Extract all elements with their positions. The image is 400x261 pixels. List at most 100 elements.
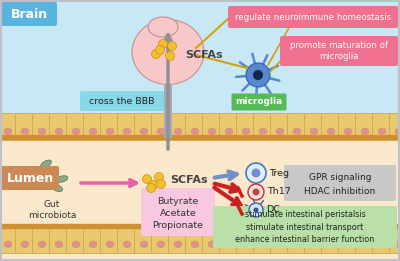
FancyBboxPatch shape <box>0 227 18 253</box>
FancyBboxPatch shape <box>372 114 392 140</box>
FancyBboxPatch shape <box>220 227 238 253</box>
Circle shape <box>156 180 166 188</box>
FancyBboxPatch shape <box>304 227 324 253</box>
Ellipse shape <box>38 128 46 135</box>
Circle shape <box>152 50 160 58</box>
Ellipse shape <box>327 128 335 135</box>
Ellipse shape <box>361 241 369 248</box>
Ellipse shape <box>132 20 204 85</box>
Ellipse shape <box>38 241 46 248</box>
Text: GPR signaling: GPR signaling <box>309 174 371 182</box>
Text: Treg: Treg <box>269 169 289 177</box>
FancyBboxPatch shape <box>141 188 215 236</box>
Circle shape <box>249 203 263 217</box>
Ellipse shape <box>157 241 165 248</box>
Ellipse shape <box>310 128 318 135</box>
Ellipse shape <box>344 128 352 135</box>
FancyBboxPatch shape <box>338 114 358 140</box>
Ellipse shape <box>242 241 250 248</box>
Text: Butyrate: Butyrate <box>157 198 199 206</box>
FancyBboxPatch shape <box>32 227 52 253</box>
FancyBboxPatch shape <box>280 36 398 66</box>
Ellipse shape <box>293 128 301 135</box>
FancyBboxPatch shape <box>66 114 86 140</box>
Ellipse shape <box>225 241 233 248</box>
Ellipse shape <box>378 128 386 135</box>
Circle shape <box>166 51 174 61</box>
FancyBboxPatch shape <box>0 114 18 140</box>
FancyBboxPatch shape <box>50 227 68 253</box>
FancyBboxPatch shape <box>254 114 272 140</box>
Text: Brain: Brain <box>10 8 48 21</box>
FancyBboxPatch shape <box>288 114 306 140</box>
Ellipse shape <box>276 241 284 248</box>
FancyBboxPatch shape <box>186 114 204 140</box>
Ellipse shape <box>191 128 199 135</box>
FancyBboxPatch shape <box>356 114 374 140</box>
FancyBboxPatch shape <box>100 227 120 253</box>
Ellipse shape <box>123 128 131 135</box>
FancyBboxPatch shape <box>202 227 222 253</box>
FancyBboxPatch shape <box>270 227 290 253</box>
FancyBboxPatch shape <box>202 114 222 140</box>
FancyBboxPatch shape <box>164 80 172 138</box>
Text: HDAC inhibition: HDAC inhibition <box>304 187 376 195</box>
Ellipse shape <box>4 128 12 135</box>
Circle shape <box>148 181 158 189</box>
Ellipse shape <box>395 241 400 248</box>
Ellipse shape <box>361 128 369 135</box>
Ellipse shape <box>208 128 216 135</box>
FancyBboxPatch shape <box>390 114 400 140</box>
FancyBboxPatch shape <box>356 227 374 253</box>
FancyBboxPatch shape <box>66 227 86 253</box>
FancyBboxPatch shape <box>213 206 397 248</box>
Ellipse shape <box>123 241 131 248</box>
FancyBboxPatch shape <box>322 114 340 140</box>
Text: SCFAs: SCFAs <box>170 175 208 185</box>
FancyBboxPatch shape <box>220 114 238 140</box>
FancyBboxPatch shape <box>152 114 170 140</box>
Ellipse shape <box>157 128 165 135</box>
Ellipse shape <box>259 241 267 248</box>
Ellipse shape <box>140 241 148 248</box>
Ellipse shape <box>327 241 335 248</box>
FancyBboxPatch shape <box>186 227 204 253</box>
Text: SCFAs: SCFAs <box>185 50 223 60</box>
FancyBboxPatch shape <box>134 114 154 140</box>
FancyBboxPatch shape <box>322 227 340 253</box>
Text: cross the BBB: cross the BBB <box>89 97 155 105</box>
Ellipse shape <box>21 241 29 248</box>
FancyBboxPatch shape <box>304 114 324 140</box>
Circle shape <box>246 63 270 87</box>
Circle shape <box>168 41 176 50</box>
Ellipse shape <box>40 160 52 168</box>
Ellipse shape <box>55 128 63 135</box>
FancyBboxPatch shape <box>16 114 34 140</box>
FancyBboxPatch shape <box>84 227 102 253</box>
Ellipse shape <box>174 241 182 248</box>
Text: DC: DC <box>266 205 280 215</box>
Circle shape <box>252 169 260 177</box>
FancyBboxPatch shape <box>372 227 392 253</box>
Ellipse shape <box>45 168 55 176</box>
Text: Gut
microbiota: Gut microbiota <box>28 200 76 220</box>
FancyBboxPatch shape <box>1 166 59 190</box>
FancyBboxPatch shape <box>232 93 286 110</box>
FancyBboxPatch shape <box>0 135 400 261</box>
FancyBboxPatch shape <box>1 2 57 26</box>
Ellipse shape <box>191 241 199 248</box>
FancyBboxPatch shape <box>152 227 170 253</box>
Circle shape <box>146 183 156 193</box>
FancyBboxPatch shape <box>236 227 256 253</box>
Ellipse shape <box>56 176 68 182</box>
Ellipse shape <box>344 241 352 248</box>
Circle shape <box>156 45 164 55</box>
Text: Lumen: Lumen <box>6 171 54 185</box>
Ellipse shape <box>208 241 216 248</box>
FancyBboxPatch shape <box>228 6 398 28</box>
Ellipse shape <box>106 128 114 135</box>
Ellipse shape <box>89 241 97 248</box>
Ellipse shape <box>140 128 148 135</box>
Circle shape <box>254 207 258 212</box>
FancyBboxPatch shape <box>168 227 188 253</box>
